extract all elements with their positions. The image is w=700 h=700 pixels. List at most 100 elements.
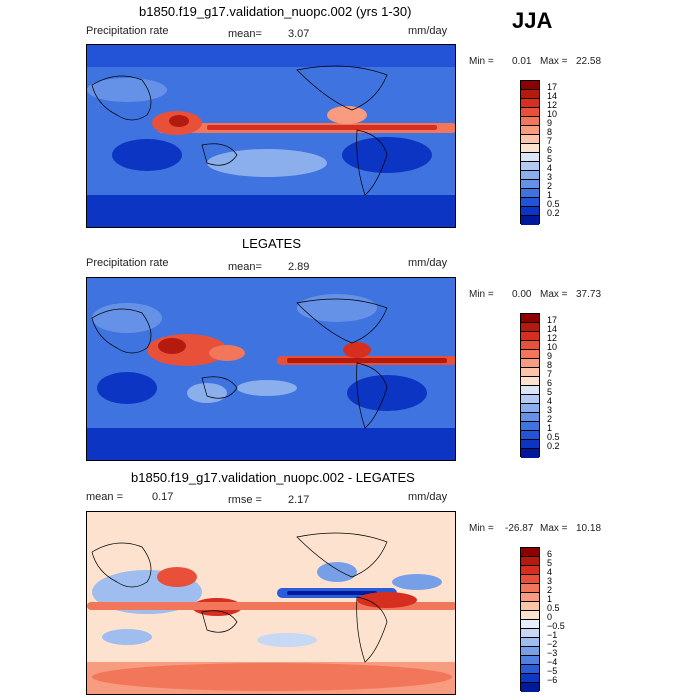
panel2-colorbar-tick-label: 17 xyxy=(547,315,558,325)
panel2-south-band xyxy=(87,428,455,460)
panel3-south-core xyxy=(92,663,452,691)
panel1-colorbar-tick-label: 9 xyxy=(547,118,553,128)
panel1-colorbar-swatch xyxy=(521,216,539,225)
panel3-colorbar-tick-label: −4 xyxy=(547,657,558,667)
panel2-colorbar-swatch xyxy=(521,431,539,440)
panel2-colorbar-tick-label: 0.5 xyxy=(547,432,560,442)
panel1-colorbar-swatch xyxy=(521,153,539,162)
panel2-dry-sio xyxy=(97,372,157,404)
panel3-colorbar-swatch xyxy=(521,566,539,575)
panel1-north-band xyxy=(87,45,455,67)
panel3-colorbar-tick-label: 5 xyxy=(547,558,553,568)
panel3-max-value: 10.18 xyxy=(576,523,602,534)
panel3-colorbar-swatch xyxy=(521,647,539,656)
panel1-colorbar-swatch xyxy=(521,117,539,126)
panel1-colorbar-swatch xyxy=(521,180,539,189)
panel1-samerica-outline xyxy=(356,129,388,196)
panel1-mean-label: mean= xyxy=(228,28,262,40)
panel3-mean-label: mean = xyxy=(86,491,123,503)
panel1-colorbar-tick-label: 4 xyxy=(547,163,553,173)
panel1-dry-sio xyxy=(112,139,182,171)
panel2-australia-patch xyxy=(187,383,227,403)
panel1-colorbar-tick-label: 0.2 xyxy=(547,208,560,218)
panel1-units: mm/day xyxy=(408,25,448,37)
panel3-colorbar-tick-label: −6 xyxy=(547,675,558,685)
panel1-namerica-outline xyxy=(296,65,388,111)
panel3-colorbar-swatch xyxy=(521,548,539,557)
panel2-colorbar-swatch xyxy=(521,386,539,395)
panel2-namerica-outline xyxy=(296,298,388,344)
panel3-colorbar-swatch xyxy=(521,665,539,674)
panel3-colorbar-tick-label: −1 xyxy=(547,630,558,640)
panel1-warm-pool-core xyxy=(169,115,189,127)
panel3-colorbar-swatch xyxy=(521,683,539,692)
panel2-colorbar-tick-label: 2 xyxy=(547,414,553,424)
panel2-colorbar-swatch xyxy=(521,449,539,458)
panel3-colorbar-swatch xyxy=(521,611,539,620)
panel1-colorbar-tick-label: 2 xyxy=(547,181,553,191)
panel2-min-label: Min = xyxy=(469,289,494,300)
panel3-colorbar-tick-label: 6 xyxy=(547,549,553,559)
panel3-colorbar-tick-label: 3 xyxy=(547,576,553,586)
panel1-colorbar-swatch xyxy=(521,135,539,144)
panel3-colorbar-swatch xyxy=(521,656,539,665)
panel1-colorbar-swatch xyxy=(521,144,539,153)
panel3-title: b1850.f19_g17.validation_nuopc.002 - LEG… xyxy=(131,470,415,485)
panel2-colorbar-swatch xyxy=(521,350,539,359)
panel1-colorbar-swatch xyxy=(521,99,539,108)
panel3-colorbar-tick-label: −3 xyxy=(547,648,558,658)
panel3-colorbar-tick-label: 4 xyxy=(547,567,553,577)
panel1-colorbar-swatch xyxy=(521,171,539,180)
panel1-min-value: 0.01 xyxy=(512,56,532,67)
panel2-patch-na xyxy=(297,294,377,322)
panel3-australia-outline xyxy=(201,610,238,633)
panel2-colorbar-swatch xyxy=(521,314,539,323)
panel2-colorbar xyxy=(520,313,540,458)
panel2-colorbar-swatch xyxy=(521,323,539,332)
panel3-colorbar-tick-label: 0.5 xyxy=(547,603,560,613)
panel2-colorbar-tick-label: 4 xyxy=(547,396,553,406)
panel1-map-svg xyxy=(87,45,455,227)
panel1-patch-na xyxy=(87,78,167,102)
panel3-colorbar-tick-label: 1 xyxy=(547,594,553,604)
panel1-colorbar-tick-label: 5 xyxy=(547,154,553,164)
panel2-colorbar-swatch xyxy=(521,413,539,422)
panel2-colorbar-swatch xyxy=(521,341,539,350)
panel2-warm-pool-core xyxy=(158,338,186,354)
panel3-colorbar-swatch xyxy=(521,557,539,566)
panel1-central-am xyxy=(327,106,367,124)
panel1-colorbar-tick-label: 8 xyxy=(547,127,553,137)
panel2-colorbar-tick-label: 9 xyxy=(547,351,553,361)
panel3-max-label: Max = xyxy=(540,523,568,534)
panel3-blue-itcz-core xyxy=(287,591,377,595)
panel3-units: mm/day xyxy=(408,491,448,503)
panel2-colorbar-swatch xyxy=(521,377,539,386)
panel3-red-atl xyxy=(357,592,417,608)
panel3-colorbar-tick-label: 2 xyxy=(547,585,553,595)
panel1-colorbar-tick-label: 1 xyxy=(547,190,553,200)
panel1-field-label: Precipitation rate xyxy=(86,25,169,37)
panel2-max-value: 37.73 xyxy=(576,289,602,300)
panel2-field-label: Precipitation rate xyxy=(86,257,169,269)
panel2-colorbar-swatch xyxy=(521,395,539,404)
panel2-colorbar-tick-label: 8 xyxy=(547,360,553,370)
panel2-dry-sepac xyxy=(347,375,427,411)
panel3-colorbar-swatch xyxy=(521,638,539,647)
panel1-max-value: 22.58 xyxy=(576,56,602,67)
panel1-title: b1850.f19_g17.validation_nuopc.002 (yrs … xyxy=(139,4,412,19)
panel3-blue-atl xyxy=(392,574,442,590)
panel3-blue-spac xyxy=(257,633,317,647)
panel3-colorbar-tick-label: −2 xyxy=(547,639,558,649)
panel1-colorbar-swatch xyxy=(521,90,539,99)
panel3-colorbar xyxy=(520,547,540,692)
panel2-wpac xyxy=(209,345,245,361)
panel2-central-am xyxy=(343,342,371,358)
panel2-australia-outline xyxy=(201,376,238,399)
panel1-colorbar-swatch xyxy=(521,162,539,171)
panel1-colorbar-tick-label: 0.5 xyxy=(547,199,560,209)
panel3-colorbar-tick-label: −5 xyxy=(547,666,558,676)
panel2-colorbar-tick-label: 7 xyxy=(547,369,553,379)
panel2-colorbar-swatch xyxy=(521,332,539,341)
panel2-colorbar-swatch xyxy=(521,368,539,377)
panel3-asia-outline xyxy=(91,542,152,588)
